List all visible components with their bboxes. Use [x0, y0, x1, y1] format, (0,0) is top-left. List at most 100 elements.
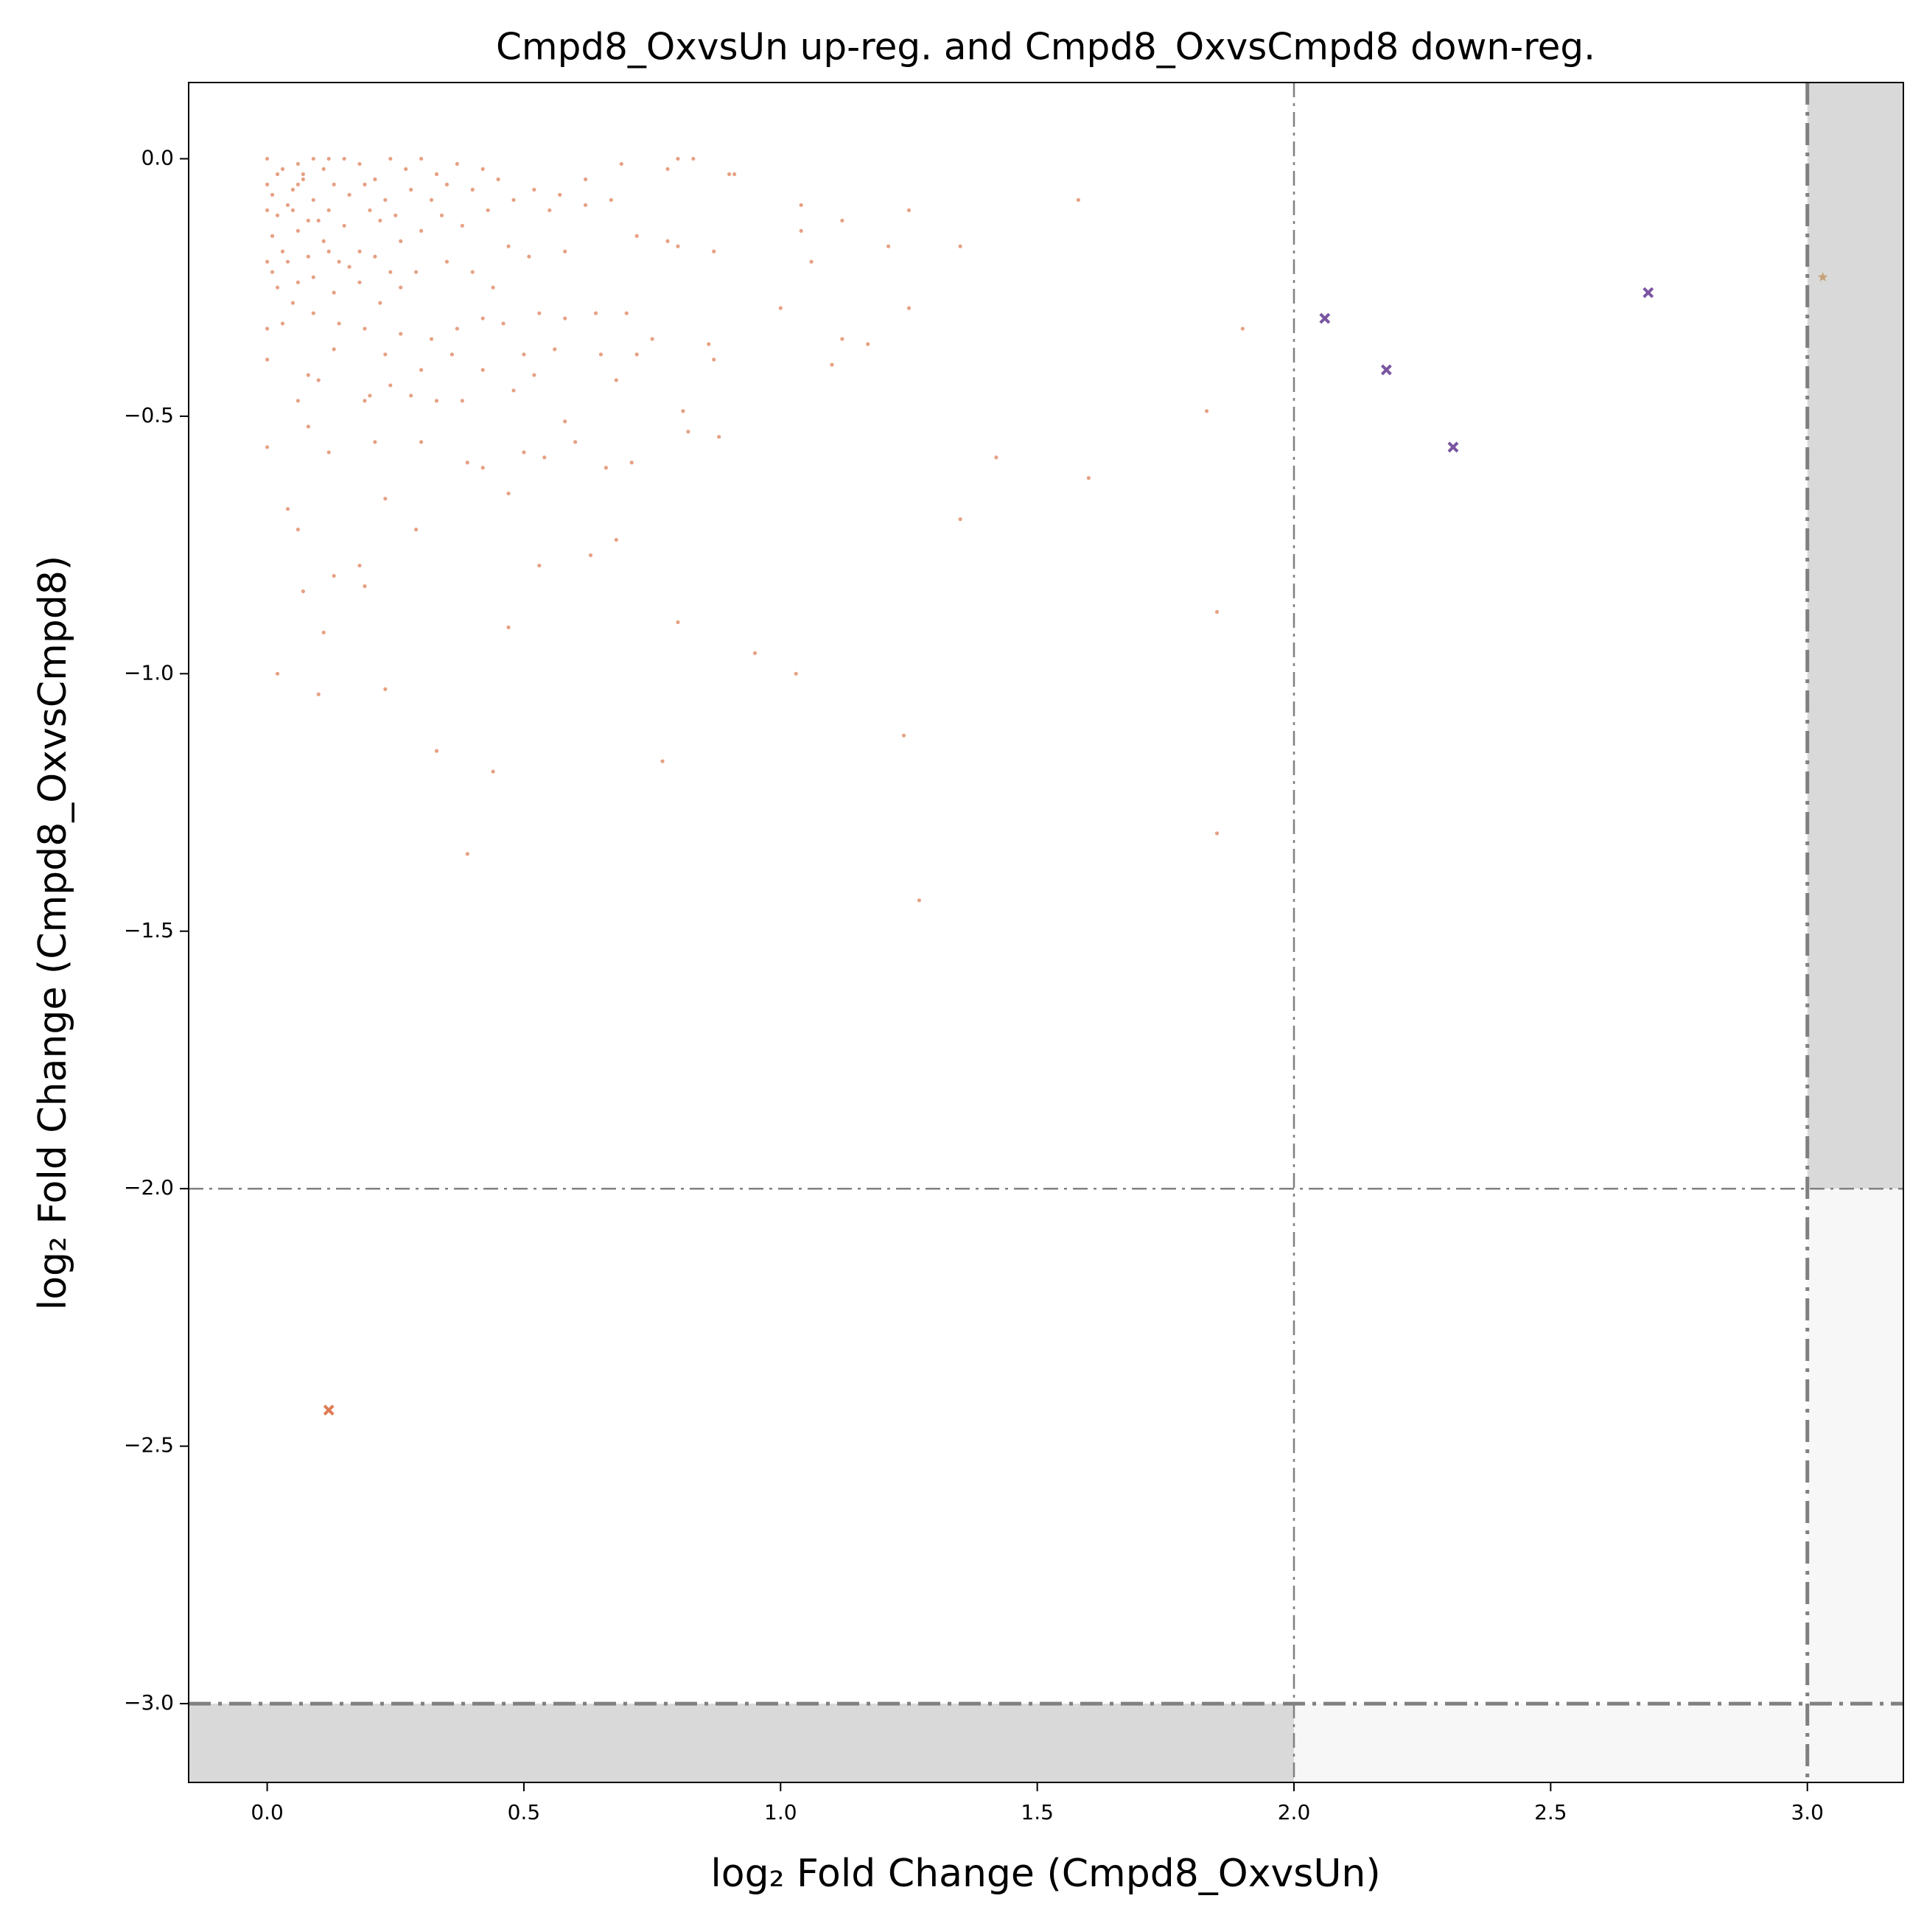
point — [285, 203, 290, 207]
point — [342, 223, 346, 228]
point — [295, 280, 300, 284]
point — [958, 244, 962, 248]
point — [295, 528, 300, 532]
x-tick-label: 0.0 — [251, 1800, 284, 1824]
point — [409, 393, 413, 398]
point — [306, 373, 310, 377]
point — [830, 363, 834, 367]
shade-region — [1294, 1704, 1808, 1782]
x-axis-label: log₂ Fold Change (Cmpd8_OxvsUn) — [710, 1852, 1380, 1896]
point — [506, 491, 511, 496]
point — [809, 259, 814, 264]
point — [332, 573, 336, 578]
point — [778, 306, 783, 310]
point — [917, 898, 922, 903]
point — [614, 378, 618, 382]
point — [866, 342, 870, 346]
point — [357, 280, 362, 284]
point — [506, 244, 511, 248]
point — [295, 399, 300, 403]
point — [373, 254, 377, 259]
x-tick-label: 2.5 — [1534, 1800, 1567, 1824]
point — [270, 192, 275, 197]
point — [326, 249, 331, 253]
point — [337, 259, 341, 264]
point — [665, 239, 670, 243]
point — [378, 301, 382, 305]
point — [1076, 197, 1080, 202]
point — [429, 197, 434, 202]
point — [598, 352, 604, 357]
shading — [189, 83, 1903, 1782]
point — [634, 352, 639, 357]
point — [619, 161, 623, 167]
point — [532, 373, 536, 377]
point — [280, 249, 285, 253]
point — [480, 368, 485, 372]
point — [419, 156, 424, 161]
point — [449, 352, 455, 357]
point — [383, 497, 388, 501]
point — [363, 399, 367, 403]
shade-region — [1807, 83, 1903, 1189]
point — [393, 213, 398, 217]
point — [1204, 409, 1209, 413]
point — [624, 311, 629, 315]
point — [455, 326, 459, 331]
point — [542, 455, 547, 460]
point — [537, 563, 542, 568]
point — [511, 197, 516, 202]
point — [388, 156, 393, 161]
y-tick-label: −1.5 — [124, 918, 174, 942]
point — [316, 218, 321, 223]
point — [357, 161, 362, 167]
point — [285, 507, 290, 511]
point — [383, 197, 388, 202]
point — [727, 172, 732, 177]
point — [326, 450, 331, 455]
point — [434, 399, 439, 403]
point — [301, 177, 305, 181]
point — [285, 259, 290, 264]
point — [290, 301, 295, 305]
point — [363, 584, 367, 589]
point — [265, 182, 270, 186]
point — [480, 167, 485, 172]
point — [501, 321, 506, 326]
point — [496, 177, 500, 181]
point — [470, 270, 475, 274]
point — [368, 208, 372, 212]
point — [604, 466, 609, 470]
point — [316, 692, 321, 696]
point — [583, 203, 588, 207]
point — [558, 192, 562, 197]
point — [491, 769, 495, 774]
plot-frame — [188, 82, 1904, 1783]
point — [306, 254, 310, 259]
point — [265, 326, 270, 331]
point — [265, 208, 270, 212]
point — [527, 254, 531, 259]
point — [660, 759, 665, 763]
point — [363, 182, 367, 186]
point — [609, 197, 613, 202]
point — [265, 357, 270, 362]
x-tick-label: 1.0 — [764, 1800, 797, 1824]
point — [434, 172, 439, 177]
point — [419, 440, 424, 444]
point — [357, 249, 362, 253]
point — [311, 311, 315, 315]
point — [265, 259, 270, 264]
point — [414, 270, 419, 274]
point — [342, 156, 346, 161]
point — [511, 388, 516, 393]
point — [1086, 476, 1091, 480]
shade-region — [1807, 1189, 1903, 1782]
point — [270, 234, 275, 238]
point — [840, 218, 844, 223]
x-tick-label: 1.5 — [1021, 1800, 1054, 1824]
point — [506, 625, 511, 630]
point — [522, 450, 526, 455]
point — [383, 352, 388, 357]
point — [321, 239, 326, 243]
